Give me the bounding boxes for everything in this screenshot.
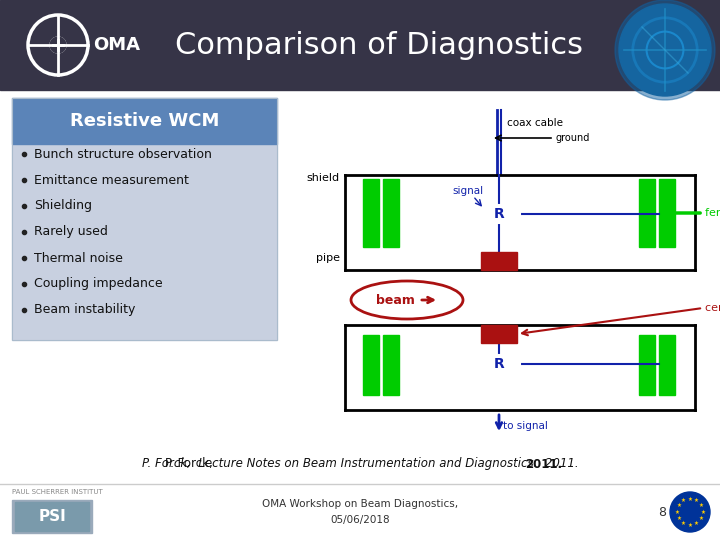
Bar: [15, 502, 89, 531]
Text: 8: 8: [658, 505, 666, 518]
Text: OMA Workshop on Beam Diagnostics,: OMA Workshop on Beam Diagnostics,: [262, 499, 458, 509]
Text: ★: ★: [701, 510, 706, 515]
Circle shape: [670, 492, 710, 532]
Text: ★: ★: [676, 516, 681, 521]
Text: ★: ★: [688, 523, 693, 528]
Text: coax cable: coax cable: [507, 118, 563, 128]
Bar: [383, 179, 399, 247]
Bar: [12, 98, 277, 144]
Text: Resistive WCM: Resistive WCM: [70, 112, 219, 130]
Text: ceramic gap: ceramic gap: [705, 303, 720, 313]
Text: P. Forck,  Lecture Notes on Beam Instrumentation and Diagnostics.  2011.: P. Forck, Lecture Notes on Beam Instrume…: [142, 457, 578, 470]
Text: Emittance measurement: Emittance measurement: [34, 173, 189, 186]
Bar: [639, 179, 655, 247]
Text: OMA: OMA: [93, 36, 140, 54]
Text: Rarely used: Rarely used: [34, 226, 108, 239]
Bar: [0, 0, 720, 90]
Bar: [12, 98, 277, 340]
Text: Bunch structure observation: Bunch structure observation: [34, 147, 212, 160]
Bar: [12, 500, 92, 533]
Bar: [478, 355, 520, 373]
Bar: [639, 335, 655, 395]
Bar: [363, 179, 379, 247]
Text: ★: ★: [699, 503, 703, 508]
Bar: [12, 144, 277, 340]
Bar: [0, 484, 720, 540]
Text: signal: signal: [452, 186, 484, 196]
Text: ★: ★: [694, 498, 699, 503]
Text: 05/06/2018: 05/06/2018: [330, 515, 390, 525]
Bar: [659, 179, 675, 247]
Text: ★: ★: [681, 498, 686, 503]
Text: ★: ★: [694, 521, 699, 526]
Text: Comparison of Diagnostics: Comparison of Diagnostics: [175, 30, 583, 59]
Text: ferrite rings: ferrite rings: [705, 208, 720, 218]
Text: R: R: [494, 207, 505, 221]
Text: Beam instability: Beam instability: [34, 303, 135, 316]
Text: Shielding: Shielding: [34, 199, 92, 213]
Text: ★: ★: [688, 496, 693, 502]
Circle shape: [615, 0, 715, 100]
Bar: [481, 325, 517, 343]
Text: P. Forck,: P. Forck,: [165, 457, 212, 470]
Bar: [481, 252, 517, 270]
Circle shape: [50, 37, 66, 53]
Text: ★: ★: [699, 516, 703, 521]
Bar: [478, 205, 520, 223]
Text: pipe: pipe: [316, 253, 340, 263]
Text: shield: shield: [307, 173, 340, 183]
Text: PAUL SCHERRER INSTITUT: PAUL SCHERRER INSTITUT: [12, 489, 103, 495]
Circle shape: [619, 4, 711, 96]
Text: ★: ★: [681, 521, 686, 526]
Text: Thermal noise: Thermal noise: [34, 252, 123, 265]
Text: beam: beam: [376, 294, 415, 307]
Text: ★: ★: [675, 510, 680, 515]
Text: PSI: PSI: [38, 509, 66, 524]
Bar: [659, 335, 675, 395]
Text: ground: ground: [556, 133, 590, 143]
Bar: [363, 335, 379, 395]
Bar: [0, 90, 720, 484]
Text: 2011.: 2011.: [525, 457, 562, 470]
Ellipse shape: [351, 281, 463, 319]
Circle shape: [50, 37, 66, 53]
Text: ★: ★: [676, 503, 681, 508]
Text: Coupling impedance: Coupling impedance: [34, 278, 163, 291]
Text: to signal: to signal: [503, 421, 548, 431]
Bar: [383, 335, 399, 395]
Text: R: R: [494, 357, 505, 371]
